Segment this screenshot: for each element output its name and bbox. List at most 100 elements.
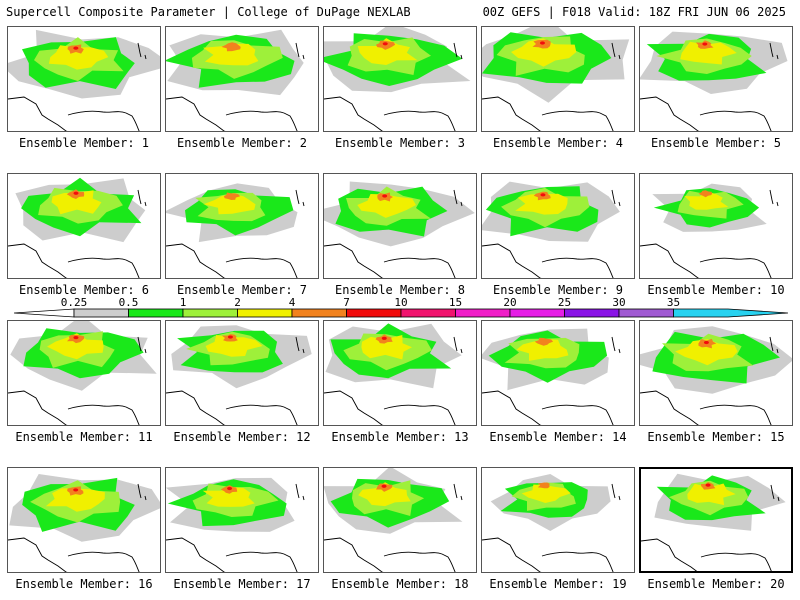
great-lakes-outline [770,484,780,502]
scale-swatch [400,308,456,318]
scale-tick-label: 25 [558,297,571,309]
ensemble-member-caption: Ensemble Member: 9 [492,283,624,297]
ensemble-member-caption: Ensemble Member: 14 [489,430,627,444]
great-lakes-outline [137,336,147,354]
ensemble-member-panel[interactable] [481,467,635,573]
great-lakes-outline [611,336,621,354]
ensemble-member-panel[interactable] [323,467,477,573]
scp-contour-red [73,191,79,195]
coastline-border [324,243,456,278]
scale-swatch [237,308,293,318]
scp-contour-orange [534,337,554,346]
great-lakes-outline [295,42,305,60]
scp-contour-yellow [358,482,411,507]
scp-contour-orange [223,192,241,200]
ensemble-member-panel[interactable] [481,173,635,279]
scale-tick-label: 20 [503,297,516,309]
scale-tick-label: 7 [343,297,350,309]
ensemble-member-caption: Ensemble Member: 20 [647,577,785,591]
coastline-border [8,243,140,278]
scp-contour-yellow [687,483,736,506]
ensemble-member-panel[interactable] [165,173,319,279]
scp-contour-yellow [511,38,577,67]
scp-contour-red [705,483,711,487]
scale-swatch [291,308,347,318]
scp-contour-yellow [516,338,569,361]
ensemble-member-panel[interactable] [639,26,793,132]
scale-tick-label: 35 [667,297,680,309]
ensemble-member-panel[interactable] [639,173,793,279]
ensemble-member-panel[interactable] [7,467,161,573]
ensemble-member-caption: Ensemble Member: 10 [647,283,785,297]
scp-contour-yellow [203,43,259,66]
ensemble-member-caption: Ensemble Member: 13 [331,430,469,444]
scale-tick-label: 2 [234,297,241,309]
coastline-border [166,243,298,278]
ensemble-member-panel[interactable] [165,320,319,426]
scp-contour-orange [221,42,241,52]
great-lakes-outline [611,42,621,60]
ensemble-member-panel[interactable] [7,320,161,426]
scp-contour-red [73,335,79,340]
great-lakes-outline [453,42,463,60]
ensemble-member-panel[interactable] [323,173,477,279]
ensemble-member-caption: Ensemble Member: 5 [650,136,782,150]
great-lakes-outline [611,189,621,207]
ensemble-member-caption: Ensemble Member: 12 [173,430,311,444]
ensemble-member-panel[interactable] [165,26,319,132]
scp-contour-yellow [203,193,256,215]
coastline-border [324,390,456,425]
scale-swatch [618,308,674,318]
scp-contour-red [381,484,387,488]
scp-contour-red [702,42,708,46]
great-lakes-outline [137,42,147,60]
scp-contour-red [703,340,709,345]
ensemble-member-caption: Ensemble Member: 7 [176,283,308,297]
ensemble-member-caption: Ensemble Member: 2 [176,136,308,150]
ensemble-member-panel[interactable] [323,320,477,426]
ensemble-member-caption: Ensemble Member: 3 [334,136,466,150]
coastline-border [482,390,614,425]
scale-swatch [128,308,184,318]
ensemble-member-panel[interactable] [639,467,793,573]
scp-contour-red [540,193,546,197]
scp-contour-red [227,486,233,491]
scale-swatch [564,308,620,318]
scp-contour-red [382,42,388,46]
scale-arrow-low [14,308,75,318]
ensemble-member-panel[interactable] [323,26,477,132]
coastline-border [640,243,772,278]
scale-tick-label: 1 [180,297,187,309]
scp-contour-yellow [515,193,568,215]
scp-contour-yellow [521,484,571,503]
great-lakes-outline [611,483,621,501]
model-valid-time: 00Z GEFS | F018 Valid: 18Z FRI JUN 06 20… [482,5,786,19]
ensemble-member-caption: Ensemble Member: 17 [173,577,311,591]
ensemble-member-caption: Ensemble Member: 19 [489,577,627,591]
ensemble-member-caption: Ensemble Member: 6 [18,283,150,297]
coastline-border [482,96,614,131]
ensemble-member-panel[interactable] [7,173,161,279]
ensemble-member-caption: Ensemble Member: 11 [15,430,153,444]
ensemble-member-panel[interactable] [481,320,635,426]
great-lakes-outline [453,483,463,501]
scale-swatch [182,308,238,318]
coastline-border [166,537,298,572]
ensemble-member-caption: Ensemble Member: 1 [18,136,150,150]
scp-contour-yellow [51,190,102,215]
great-lakes-outline [453,189,463,207]
scale-tick-label: 30 [612,297,625,309]
ensemble-member-panel[interactable] [165,467,319,573]
ensemble-member-panel[interactable] [481,26,635,132]
scp-contour-yellow [684,191,729,210]
coastline-border [640,390,772,425]
coastline-border [641,538,772,571]
ensemble-member-caption: Ensemble Member: 16 [15,577,153,591]
scp-contour-red [227,335,233,339]
great-lakes-outline [769,189,779,207]
scp-contour-red [73,488,79,492]
great-lakes-outline [769,42,779,60]
ensemble-member-panel[interactable] [639,320,793,426]
ensemble-member-panel[interactable] [7,26,161,132]
coastline-border [8,537,140,572]
